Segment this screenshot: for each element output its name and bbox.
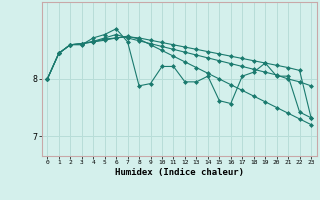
- X-axis label: Humidex (Indice chaleur): Humidex (Indice chaleur): [115, 168, 244, 177]
